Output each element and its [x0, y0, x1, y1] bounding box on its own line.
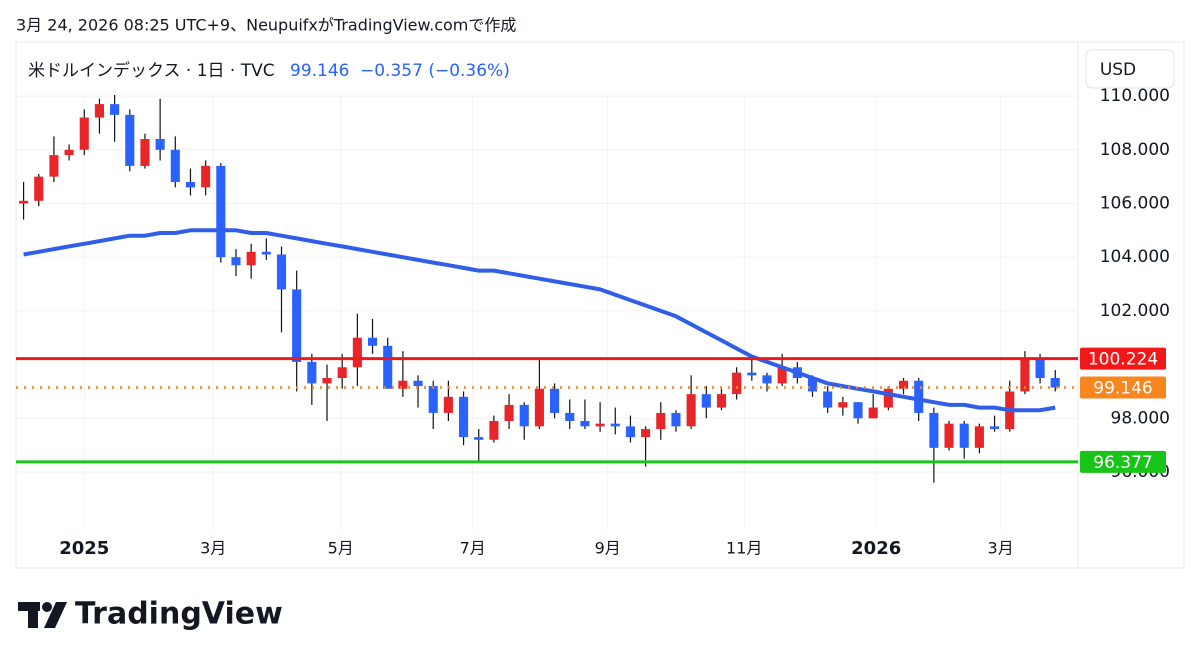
- candle-body: [216, 165, 226, 258]
- level-tag: [1080, 376, 1166, 399]
- candle-body: [686, 394, 696, 427]
- candle-body: [580, 420, 590, 427]
- candle-body: [231, 257, 241, 266]
- candle-body: [701, 394, 711, 408]
- candle-body: [838, 402, 848, 408]
- candle-body: [201, 165, 211, 188]
- candle-body: [610, 423, 620, 427]
- candle-body: [64, 149, 74, 156]
- logo-icon: [18, 602, 67, 628]
- y-tick-label: 98.000: [1111, 408, 1170, 428]
- candle-body: [337, 367, 347, 379]
- candle-body: [322, 378, 332, 384]
- candle-body: [140, 139, 150, 166]
- symbol: 米ドルインデックス · 1日 · TVC: [28, 60, 275, 81]
- level-label: 99.146: [1093, 379, 1152, 399]
- level-label: 96.377: [1093, 453, 1152, 473]
- candle-body: [1020, 359, 1030, 392]
- x-tick-label: 5月: [328, 539, 354, 558]
- candle-body: [443, 396, 453, 413]
- candle-body: [34, 176, 44, 201]
- candle-body: [276, 254, 287, 290]
- candle-body: [155, 139, 165, 150]
- candle-body: [1035, 359, 1045, 379]
- candle-body: [110, 104, 120, 115]
- candle-body: [565, 412, 575, 421]
- y-tick-label: 108.000: [1100, 140, 1170, 160]
- candle-body: [49, 155, 59, 177]
- price: 99.146: [290, 61, 349, 81]
- candle-body: [550, 388, 560, 413]
- candle-body: [352, 337, 362, 368]
- candle-body: [671, 412, 681, 427]
- x-tick-label: 2026: [851, 538, 901, 559]
- candle-body: [823, 391, 833, 408]
- level-tag: [1080, 450, 1166, 473]
- candle-body: [246, 251, 256, 266]
- candle-body: [261, 251, 271, 255]
- candle-body: [868, 407, 878, 419]
- candle-body: [413, 380, 423, 387]
- x-tick-label: 11月: [726, 539, 762, 558]
- moving-average: [23, 228, 1056, 413]
- x-tick-label: 2025: [59, 538, 109, 559]
- y-tick-label: 102.000: [1100, 301, 1170, 321]
- candle-body: [519, 404, 529, 427]
- candle-body: [929, 412, 939, 448]
- candle-body: [489, 420, 499, 440]
- candle-body: [504, 404, 514, 421]
- candle-body: [534, 388, 544, 427]
- candle-body: [747, 372, 757, 376]
- candle-body: [595, 423, 605, 427]
- candle-body: [94, 104, 104, 118]
- candle-body: [185, 182, 196, 188]
- candle-body: [716, 394, 727, 408]
- candle-body: [656, 412, 666, 430]
- x-tick-label: 3月: [988, 539, 1014, 558]
- candle-body: [1050, 378, 1060, 388]
- currency: USD: [1100, 60, 1136, 80]
- candle-body: [428, 386, 438, 413]
- x-tick-label: 3月: [200, 539, 226, 558]
- candle-body: [853, 402, 863, 419]
- candle-body: [883, 388, 893, 408]
- logo-text: TradingView: [75, 597, 283, 632]
- candle-body: [125, 114, 135, 166]
- y-tick-label: 106.000: [1100, 193, 1170, 213]
- caption: 3月 24, 2026 08:25 UTC+9、NeupuifxがTrading…: [16, 16, 516, 35]
- x-tick-label: 7月: [460, 539, 486, 558]
- candle-body: [959, 423, 969, 448]
- candle-body: [383, 345, 393, 389]
- frame: [15, 41, 1185, 569]
- candle-body: [990, 426, 1000, 430]
- candle-body: [974, 426, 984, 448]
- level-tag: [1080, 347, 1166, 370]
- candle-body: [307, 361, 317, 384]
- candle-body: [459, 396, 469, 438]
- level-label: 100.224: [1088, 350, 1158, 370]
- candle-body: [19, 200, 29, 204]
- candle-body: [898, 380, 909, 389]
- candle-body: [777, 367, 787, 384]
- candle-body: [625, 426, 635, 438]
- candle-body: [367, 337, 378, 346]
- candle-body: [807, 378, 818, 392]
- candle-body: [292, 289, 302, 362]
- candle-body: [474, 437, 484, 440]
- candle-body: [732, 372, 742, 395]
- candle-body: [398, 380, 408, 389]
- candle-body: [762, 375, 772, 384]
- candle-body: [641, 429, 651, 438]
- currency-button[interactable]: [1085, 49, 1175, 89]
- candle-body: [944, 423, 954, 448]
- candle-body: [79, 117, 89, 150]
- y-tick-label: 104.000: [1100, 247, 1170, 267]
- x-tick-label: 9月: [595, 539, 621, 558]
- y-tick-label: 110.000: [1100, 86, 1170, 106]
- change: −0.357 (−0.36%): [360, 61, 510, 81]
- candle-body: [170, 149, 180, 182]
- candle-body: [914, 380, 924, 413]
